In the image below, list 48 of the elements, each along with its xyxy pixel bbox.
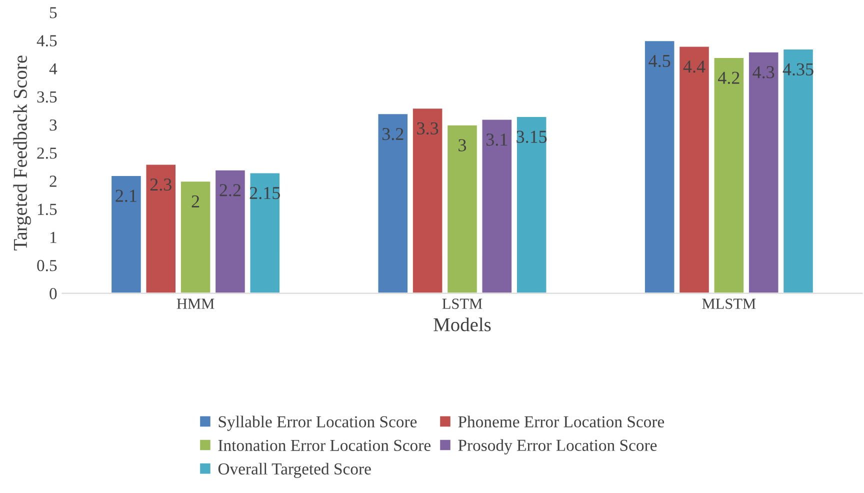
bar: [712, 56, 745, 294]
bar: [678, 45, 710, 294]
y-tick-label: 1: [50, 232, 56, 243]
y-tick-label: 2.5: [37, 148, 57, 159]
data-label: 2.2: [220, 184, 241, 196]
legend-label: Phoneme Error Location Score: [458, 416, 664, 428]
y-tick-label: 2: [50, 176, 56, 187]
bar: [516, 116, 548, 294]
bar: [144, 163, 177, 294]
bar: [748, 50, 780, 294]
data-label: 3.3: [417, 122, 438, 135]
y-axis-title: Targeted Feedback Score: [13, 56, 31, 250]
legend-label: Intonation Error Location Score: [218, 440, 430, 452]
y-tick-label: 3: [50, 119, 57, 131]
legend-label: Prosody Error Location Score: [458, 439, 657, 454]
data-label: 2.1: [116, 190, 136, 202]
data-label: 2.3: [150, 178, 172, 191]
x-axis-title: Models: [434, 318, 491, 332]
legend-label: Overall Targeted Score: [218, 462, 371, 478]
legend-label: Syllable Error Location Score: [218, 416, 417, 431]
y-tick-label: 1.5: [38, 204, 57, 216]
y-tick-label: 4.5: [36, 35, 57, 46]
data-label: 2: [192, 195, 200, 208]
bar: [412, 107, 444, 294]
data-label: 3.2: [382, 128, 404, 140]
y-tick-label: 3.5: [37, 91, 57, 103]
data-label: 3.1: [486, 134, 508, 146]
x-tick-label: HMM: [176, 298, 214, 309]
y-tick-label: 4: [49, 63, 58, 74]
bar: [214, 168, 246, 294]
bar: [446, 124, 478, 294]
bar: [110, 174, 142, 294]
bar: [248, 172, 281, 294]
bar: [782, 48, 814, 294]
data-label: 4.4: [683, 60, 706, 73]
bar: [644, 40, 676, 294]
data-label: 4.2: [718, 72, 740, 84]
y-tick-label: 0.5: [37, 260, 57, 272]
y-tick-label: 5: [50, 7, 57, 18]
data-label: 3: [458, 139, 466, 152]
x-tick-label: MLSTM: [702, 298, 756, 309]
bar: [376, 112, 409, 294]
data-label: 4.5: [648, 54, 670, 68]
x-tick-label: LSTM: [442, 298, 482, 309]
bar: [480, 118, 513, 294]
y-tick-label: 0: [50, 288, 57, 300]
data-label: 4.3: [752, 66, 774, 78]
bar: [180, 180, 212, 294]
